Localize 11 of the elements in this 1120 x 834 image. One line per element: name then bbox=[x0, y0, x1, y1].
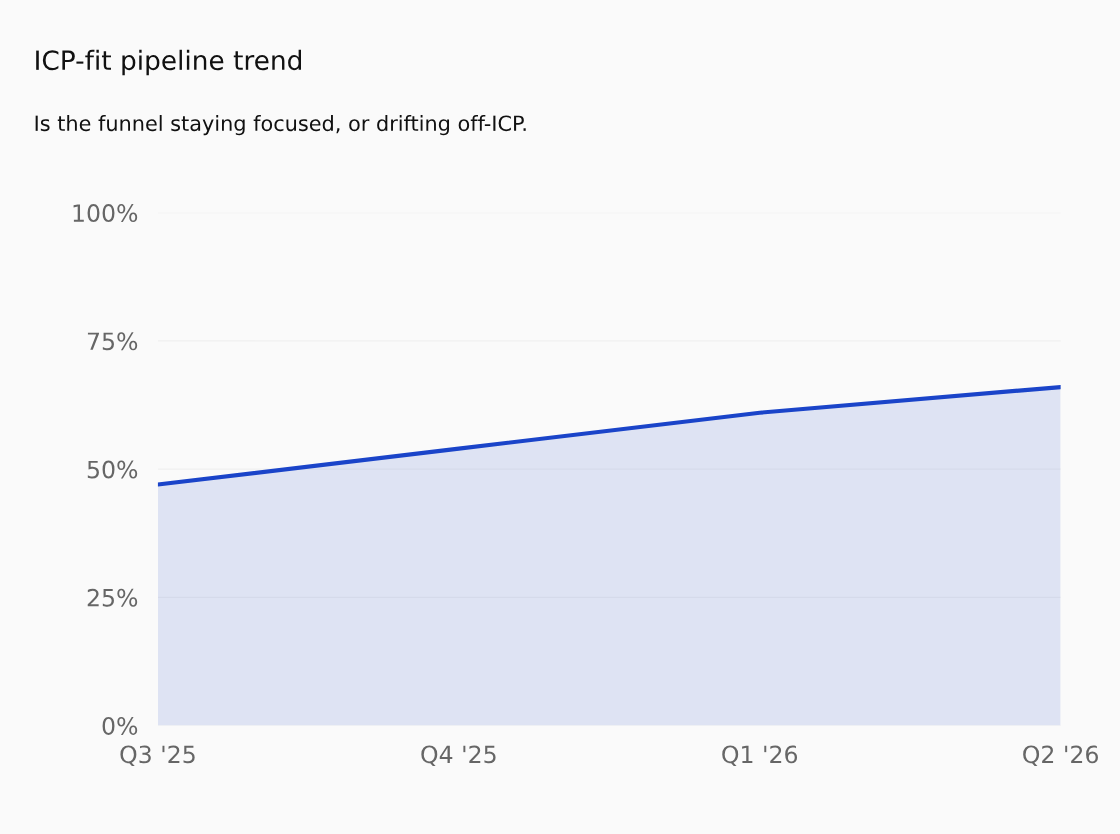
y-tick-label: 100% bbox=[73, 204, 138, 222]
x-tick-label: Q1 '26 bbox=[722, 745, 798, 767]
y-tick-label: 25% bbox=[87, 588, 138, 607]
y-tick-label: 75% bbox=[87, 332, 138, 351]
x-tick-label: Q2 '26 bbox=[1023, 745, 1098, 767]
x-tick-label: Q3 '25 bbox=[120, 745, 195, 767]
chart-title: ICP-fit pipeline trend bbox=[36, 49, 301, 76]
y-tick-label: 0% bbox=[102, 717, 138, 735]
y-tick-label: 50% bbox=[87, 460, 138, 479]
chart-subtitle: Is the funnel staying focused, or drifting off-ICP. bbox=[35, 115, 526, 136]
x-tick-label: Q4 '25 bbox=[421, 745, 496, 767]
